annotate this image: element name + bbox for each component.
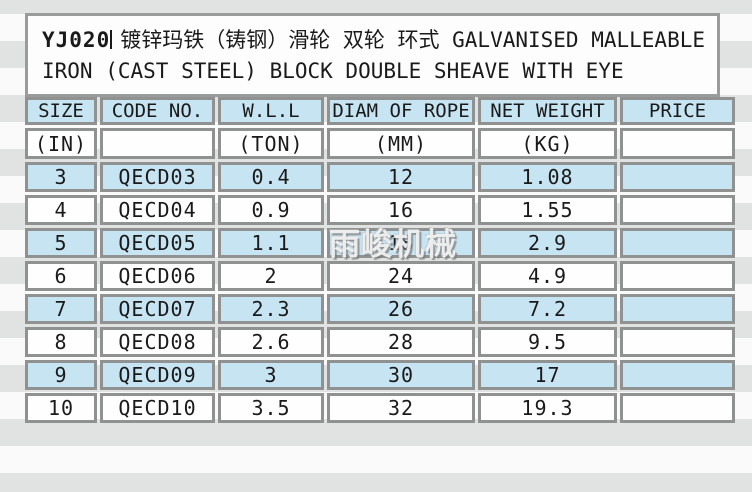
product-title-box: YJ020 镀锌玛铁（铸钢）滑轮 双轮 环式 GALVANISED MALLEAB… xyxy=(25,13,720,97)
diam-cell: 30 xyxy=(327,360,475,390)
weight-cell: 4.9 xyxy=(478,261,617,291)
size-cell: 9 xyxy=(25,360,97,390)
diam-cell: 26 xyxy=(327,294,475,324)
weight-cell: 1.08 xyxy=(478,162,617,192)
size-cell: 4 xyxy=(25,195,97,225)
spec-table: SIZE CODE NO. W.L.L DIAM OF ROPE NET WEI… xyxy=(22,94,738,426)
table-row: 8 QECD08 2.6 28 9.5 xyxy=(25,327,735,357)
diam-cell: 32 xyxy=(327,393,475,423)
weight-cell: 19.3 xyxy=(478,393,617,423)
title-text-2: IRON (CAST STEEL) BLOCK DOUBLE SHEAVE WI… xyxy=(42,59,624,83)
table-row: 10 QECD10 3.5 32 19.3 xyxy=(25,393,735,423)
unit-cell-price xyxy=(620,128,735,159)
price-cell xyxy=(620,261,735,291)
weight-cell: 17 xyxy=(478,360,617,390)
price-cell xyxy=(620,195,735,225)
table-row: 3 QECD03 0.4 12 1.08 xyxy=(25,162,735,192)
code-cell: QECD07 xyxy=(100,294,215,324)
header-cell-size: SIZE xyxy=(25,97,97,125)
table-row: 7 QECD07 2.3 26 7.2 xyxy=(25,294,735,324)
size-cell: 3 xyxy=(25,162,97,192)
price-cell xyxy=(620,228,735,258)
unit-cell-wll: (TON) xyxy=(218,128,324,159)
unit-cell-diam: (MM) xyxy=(327,128,475,159)
price-cell xyxy=(620,327,735,357)
title-line-1: YJ020 镀锌玛铁（铸钢）滑轮 双轮 环式 GALVANISED MALLEAB… xyxy=(42,25,705,56)
diam-cell: 18 xyxy=(327,228,475,258)
page-content: YJ020 镀锌玛铁（铸钢）滑轮 双轮 环式 GALVANISED MALLEAB… xyxy=(25,13,735,426)
product-code: YJ020 xyxy=(42,28,111,52)
code-cell: QECD04 xyxy=(100,195,215,225)
price-cell xyxy=(620,162,735,192)
table-header-row: SIZE CODE NO. W.L.L DIAM OF ROPE NET WEI… xyxy=(25,97,735,125)
table-units-row: (IN) (TON) (MM) (KG) xyxy=(25,128,735,159)
weight-cell: 2.9 xyxy=(478,228,617,258)
header-cell-diam: DIAM OF ROPE xyxy=(327,97,475,125)
table-row: 6 QECD06 2 24 4.9 xyxy=(25,261,735,291)
wll-cell: 2.6 xyxy=(218,327,324,357)
wll-cell: 3.5 xyxy=(218,393,324,423)
weight-cell: 1.55 xyxy=(478,195,617,225)
diam-cell: 16 xyxy=(327,195,475,225)
size-cell: 8 xyxy=(25,327,97,357)
code-cell: QECD10 xyxy=(100,393,215,423)
title-line-2: IRON (CAST STEEL) BLOCK DOUBLE SHEAVE WI… xyxy=(42,56,705,87)
code-cell: QECD05 xyxy=(100,228,215,258)
table-row: 5 QECD05 1.1 18 2.9 xyxy=(25,228,735,258)
price-cell xyxy=(620,294,735,324)
unit-cell-weight: (KG) xyxy=(478,128,617,159)
size-cell: 5 xyxy=(25,228,97,258)
wll-cell: 2.3 xyxy=(218,294,324,324)
wll-cell: 0.9 xyxy=(218,195,324,225)
wll-cell: 0.4 xyxy=(218,162,324,192)
header-cell-wll: W.L.L xyxy=(218,97,324,125)
size-cell: 6 xyxy=(25,261,97,291)
table-row: 4 QECD04 0.9 16 1.55 xyxy=(25,195,735,225)
header-cell-weight: NET WEIGHT xyxy=(478,97,617,125)
wll-cell: 1.1 xyxy=(218,228,324,258)
size-cell: 7 xyxy=(25,294,97,324)
diam-cell: 12 xyxy=(327,162,475,192)
diam-cell: 24 xyxy=(327,261,475,291)
text-cursor-artifact xyxy=(110,30,113,49)
unit-cell-size: (IN) xyxy=(25,128,97,159)
code-cell: QECD09 xyxy=(100,360,215,390)
diam-cell: 28 xyxy=(327,327,475,357)
code-cell: QECD06 xyxy=(100,261,215,291)
code-cell: QECD08 xyxy=(100,327,215,357)
title-text-1: 镀锌玛铁（铸钢）滑轮 双轮 环式 GALVANISED MALLEABLE xyxy=(120,28,706,52)
wll-cell: 3 xyxy=(218,360,324,390)
weight-cell: 7.2 xyxy=(478,294,617,324)
price-cell xyxy=(620,360,735,390)
weight-cell: 9.5 xyxy=(478,327,617,357)
header-cell-price: PRICE xyxy=(620,97,735,125)
table-row: 9 QECD09 3 30 17 xyxy=(25,360,735,390)
unit-cell-code xyxy=(100,128,215,159)
header-cell-code: CODE NO. xyxy=(100,97,215,125)
price-cell xyxy=(620,393,735,423)
size-cell: 10 xyxy=(25,393,97,423)
wll-cell: 2 xyxy=(218,261,324,291)
code-cell: QECD03 xyxy=(100,162,215,192)
